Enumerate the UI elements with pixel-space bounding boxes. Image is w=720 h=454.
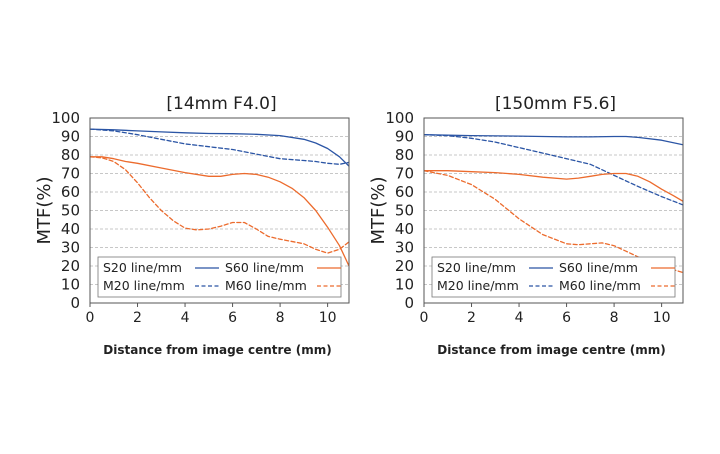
plot-frame (89, 117, 350, 304)
x-tick-label: 6 (562, 310, 571, 326)
x-tick-label: 0 (420, 310, 429, 326)
legend-label: M20 line/mm (437, 278, 519, 293)
legend-label: M60 line/mm (225, 278, 307, 293)
x-axis-label: Distance from image centre (mm) (437, 343, 665, 357)
legend-label: S60 line/mm (225, 260, 304, 275)
x-tick-label: 0 (86, 310, 95, 326)
series-line-s20 (90, 128, 349, 167)
x-axis-label: Distance from image centre (mm) (103, 343, 331, 357)
y-tick-label: 0 (404, 294, 414, 312)
legend (97, 256, 342, 298)
series-line-m60 (90, 156, 349, 254)
legend (431, 256, 676, 298)
legend-label: M60 line/mm (559, 278, 641, 293)
y-tick-label: 10 (61, 276, 80, 294)
x-tick-label: 4 (181, 310, 190, 326)
chart-title: [14mm F4.0] (166, 94, 276, 114)
y-tick-label: 10 (395, 276, 414, 294)
y-tick-label: 30 (61, 239, 80, 257)
legend-label: M20 line/mm (103, 278, 185, 293)
x-tick-label: 10 (653, 310, 671, 326)
y-tick-label: 30 (395, 239, 414, 257)
y-axis-label: MTF(%) (34, 176, 55, 244)
y-tick-label: 90 (61, 128, 80, 146)
y-tick-label: 70 (61, 165, 80, 183)
y-tick-label: 60 (61, 183, 80, 201)
legend-label: S20 line/mm (103, 260, 182, 275)
x-tick-label: 6 (228, 310, 237, 326)
legend-label: S20 line/mm (437, 260, 516, 275)
y-tick-label: 20 (395, 257, 414, 275)
legend-label: S60 line/mm (559, 260, 638, 275)
y-tick-label: 40 (395, 220, 414, 238)
y-tick-label: 50 (61, 202, 80, 220)
x-tick-label: 10 (319, 310, 337, 326)
x-tick-label: 8 (610, 310, 619, 326)
x-tick-label: 2 (133, 310, 142, 326)
y-tick-label: 90 (395, 128, 414, 146)
x-tick-label: 4 (515, 310, 524, 326)
y-tick-label: 80 (61, 146, 80, 164)
y-tick-label: 40 (61, 220, 80, 238)
chart-title: [150mm F5.6] (495, 94, 616, 114)
series-line-m20 (424, 134, 683, 206)
y-axis-label: MTF(%) (368, 176, 389, 244)
series-line-s20 (424, 134, 683, 146)
y-tick-label: 0 (70, 294, 80, 312)
y-tick-label: 80 (395, 146, 414, 164)
y-tick-label: 60 (395, 183, 414, 201)
y-tick-label: 70 (395, 165, 414, 183)
series-line-m20 (90, 128, 349, 165)
x-tick-label: 8 (276, 310, 285, 326)
y-tick-label: 100 (51, 109, 80, 127)
series-line-s60 (424, 170, 683, 202)
series-line-s60 (90, 156, 349, 267)
y-tick-label: 20 (61, 257, 80, 275)
x-tick-label: 2 (467, 310, 476, 326)
plot-frame (423, 117, 684, 304)
y-tick-label: 50 (395, 202, 414, 220)
y-tick-label: 100 (385, 109, 414, 127)
